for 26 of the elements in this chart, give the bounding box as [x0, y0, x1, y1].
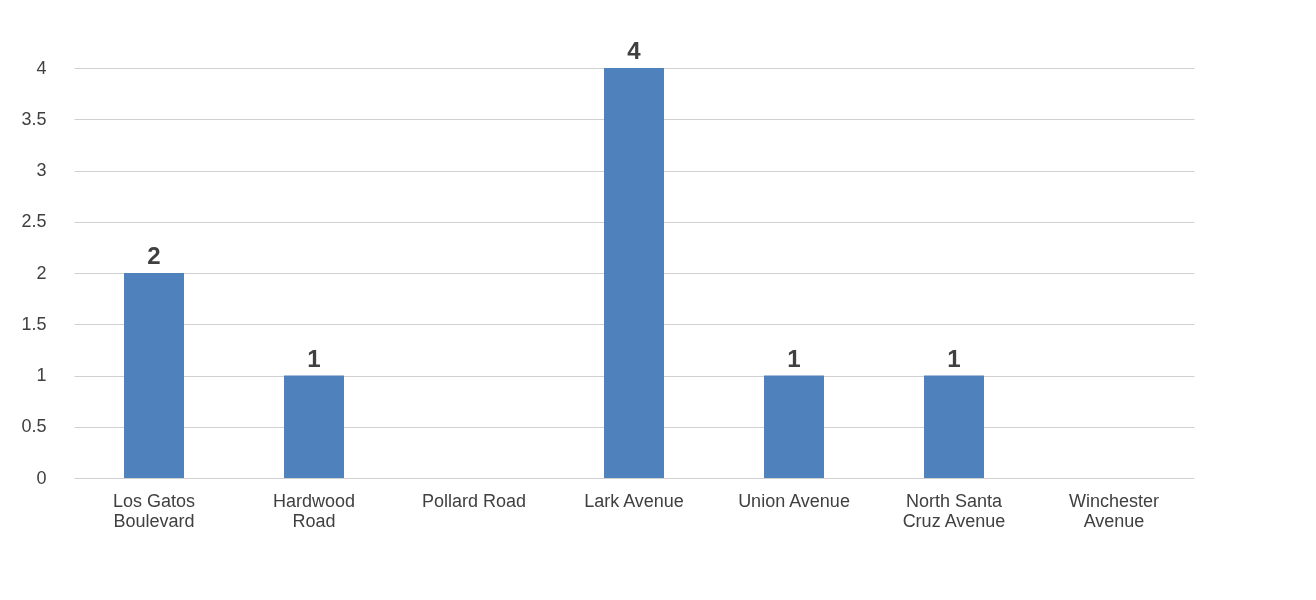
y-tick-label: 3.5 [21, 108, 47, 129]
y-tick-label: 2.5 [21, 211, 47, 232]
data-label: 1 [787, 344, 801, 372]
y-tick-label: 1 [36, 365, 47, 385]
bar [604, 68, 664, 478]
x-tick-label: Hardwood Road [272, 490, 356, 531]
y-tick-label: 0 [36, 467, 47, 488]
bar [284, 375, 344, 478]
bar [764, 375, 824, 478]
x-tick-label: Winchester Avenue [1068, 490, 1160, 531]
x-tick-label: Pollard Road [421, 490, 527, 511]
x-tick-label: Los Gatos Boulevard [112, 490, 196, 531]
y-tick-label: 1.5 [21, 313, 47, 334]
bar [124, 273, 184, 478]
x-tick-label: North Santa Cruz Avenue [902, 490, 1006, 531]
y-tick-label: 4 [36, 57, 47, 78]
bar [924, 375, 984, 478]
data-label: 1 [307, 344, 321, 372]
data-label: 2 [147, 242, 161, 269]
y-tick-label: 0.5 [21, 416, 47, 437]
y-tick-label: 2 [36, 262, 47, 283]
x-tick-label: Union Avenue [738, 490, 850, 511]
data-label: 1 [947, 344, 961, 372]
y-tick-label: 3 [36, 160, 47, 180]
data-label: 4 [627, 37, 642, 64]
x-tick-label: Lark Avenue [584, 490, 684, 511]
